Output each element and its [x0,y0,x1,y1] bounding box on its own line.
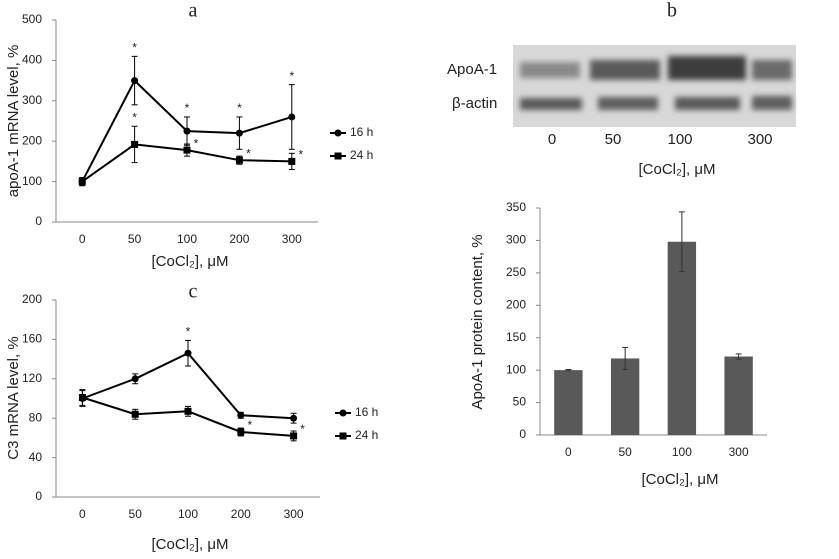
significance-mark: * [132,110,137,124]
y-tick-label: 350 [506,200,526,214]
marker [131,140,139,148]
marker [235,129,243,137]
marker [290,414,298,422]
significance-mark: * [132,41,137,55]
marker [288,157,296,165]
blot-lane-label: 100 [667,131,692,148]
x-tick-label: 300 [282,232,302,246]
blot-lane-label: 300 [747,131,772,148]
marker [288,113,296,121]
marker [184,349,192,357]
x-tick-label: 0 [79,232,86,246]
y-tick-label: 50 [513,395,527,409]
x-axis-label: [CoCl₂], μM [642,471,719,488]
x-tick-label: 50 [128,232,142,246]
legend-label: 24 h [355,428,378,442]
marker [78,178,86,186]
x-tick-label: 300 [729,445,749,459]
significance-mark: * [289,69,294,83]
x-tick-label: 200 [231,507,251,521]
blot-row-label: β-actin [452,95,497,112]
y-axis-label: apoA-1 mRNA level, % [5,45,22,198]
x-tick-label: 50 [618,445,632,459]
panel-letter: a [189,0,198,22]
y-tick-label: 200 [22,292,42,306]
x-tick-label: 100 [177,232,197,246]
significance-mark: * [298,148,303,162]
marker [78,394,86,402]
bar [610,358,640,435]
marker [131,375,139,383]
legend-label: 16 h [350,125,373,139]
y-tick-label: 200 [506,297,526,311]
marker [290,432,298,440]
blot-image [513,45,796,127]
marker [184,407,192,415]
significance-mark: * [237,101,242,115]
legend-marker [339,409,347,417]
y-tick-label: 120 [22,371,42,385]
bar [554,370,583,435]
y-tick-label: 160 [22,332,42,346]
significance-mark: * [300,422,305,436]
x-axis-label: [CoCl₂], μM [152,536,229,553]
x-tick-label: 100 [178,507,198,521]
panel-letter: c [189,281,198,303]
y-tick-label: 0 [35,214,42,228]
marker [237,428,245,436]
y-tick-label: 300 [506,233,526,247]
significance-mark: * [194,136,199,150]
legend-marker [334,152,342,160]
marker [237,411,245,419]
bar [667,241,697,435]
y-tick-label: 40 [29,450,43,464]
y-tick-label: 200 [22,133,42,147]
x-tick-label: 50 [129,507,143,521]
marker [131,77,139,85]
blot-lane-label: 50 [605,131,622,148]
significance-mark: * [246,146,251,160]
significance-mark: * [185,101,190,115]
marker [131,410,139,418]
marker [235,156,243,164]
blot-lane-label: 0 [548,131,556,148]
significance-mark: * [247,418,252,432]
panel-letter: b [667,0,677,22]
x-tick-label: 300 [284,507,304,521]
x-tick-label: 200 [229,232,249,246]
y-tick-label: 0 [519,427,526,441]
legend-label: 16 h [355,405,378,419]
marker [183,127,191,135]
y-tick-label: 400 [22,53,42,67]
x-tick-label: 0 [565,445,572,459]
y-tick-label: 150 [506,330,526,344]
y-tick-label: 0 [35,489,42,503]
marker [183,146,191,154]
y-tick-label: 250 [506,265,526,279]
y-tick-label: 100 [506,362,526,376]
blot-x-label: [CoCl₂], μM [639,161,716,178]
significance-mark: * [186,325,191,339]
x-tick-label: 100 [672,445,692,459]
bar [724,356,753,435]
blot-bands [520,56,792,110]
y-tick-label: 300 [22,93,42,107]
y-tick-label: 80 [29,410,43,424]
x-tick-label: 0 [79,507,86,521]
y-axis-label: C3 mRNA level, % [5,336,22,459]
legend-marker [339,432,347,440]
y-axis-label: ApoA-1 protein content, % [469,234,486,409]
legend-marker [334,129,342,137]
blot-row-label: ApoA-1 [447,61,497,78]
legend-label: 24 h [350,148,373,162]
x-axis-label: [CoCl₂], μM [152,253,229,270]
y-tick-label: 100 [22,174,42,188]
y-tick-label: 500 [22,12,42,26]
